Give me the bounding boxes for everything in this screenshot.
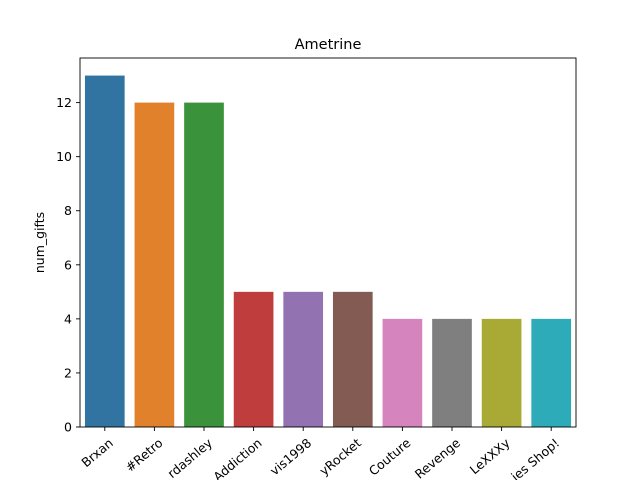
x-tick-label-0: Brxan <box>78 435 115 470</box>
y-tick-label-4: 8 <box>64 203 72 218</box>
bars-group <box>84 75 572 427</box>
bar-1 <box>134 102 175 427</box>
y-tick-label-6: 12 <box>56 95 72 110</box>
bar-2 <box>184 102 224 427</box>
y-tick-label-2: 4 <box>64 311 72 326</box>
y-axis-label: num_gifts <box>32 212 47 273</box>
bar-6 <box>382 318 423 427</box>
y-tick-label-3: 6 <box>64 257 72 272</box>
bar-7 <box>432 318 472 427</box>
x-tick-label-6: Couture <box>366 435 414 479</box>
bar-4 <box>283 291 324 427</box>
x-tick-label-1: #Retro <box>122 435 165 475</box>
bar-0 <box>84 75 125 427</box>
x-tick-label-5: yRocket <box>316 435 364 478</box>
bar-8 <box>481 318 522 427</box>
x-tick-label-7: Revenge <box>412 435 464 480</box>
y-tick-label-5: 10 <box>56 149 72 164</box>
x-tick-label-2: rdashley <box>164 435 215 480</box>
plot-frame <box>79 57 577 428</box>
x-tick-label-8: LeXXXy <box>467 435 514 477</box>
y-tick-label-0: 0 <box>64 420 72 435</box>
bar-3 <box>233 291 274 427</box>
bar-5 <box>332 291 373 427</box>
x-tick-label-9: ies Shop! <box>508 435 562 480</box>
x-tick-label-3: Addiction <box>210 435 264 480</box>
bar-9 <box>531 318 572 427</box>
chart-title: Ametrine <box>295 37 362 53</box>
y-axis: 0 2 4 6 8 10 12 <box>56 95 80 435</box>
x-tick-label-4: vis1998 <box>267 435 314 478</box>
y-tick-label-1: 2 <box>64 365 72 380</box>
